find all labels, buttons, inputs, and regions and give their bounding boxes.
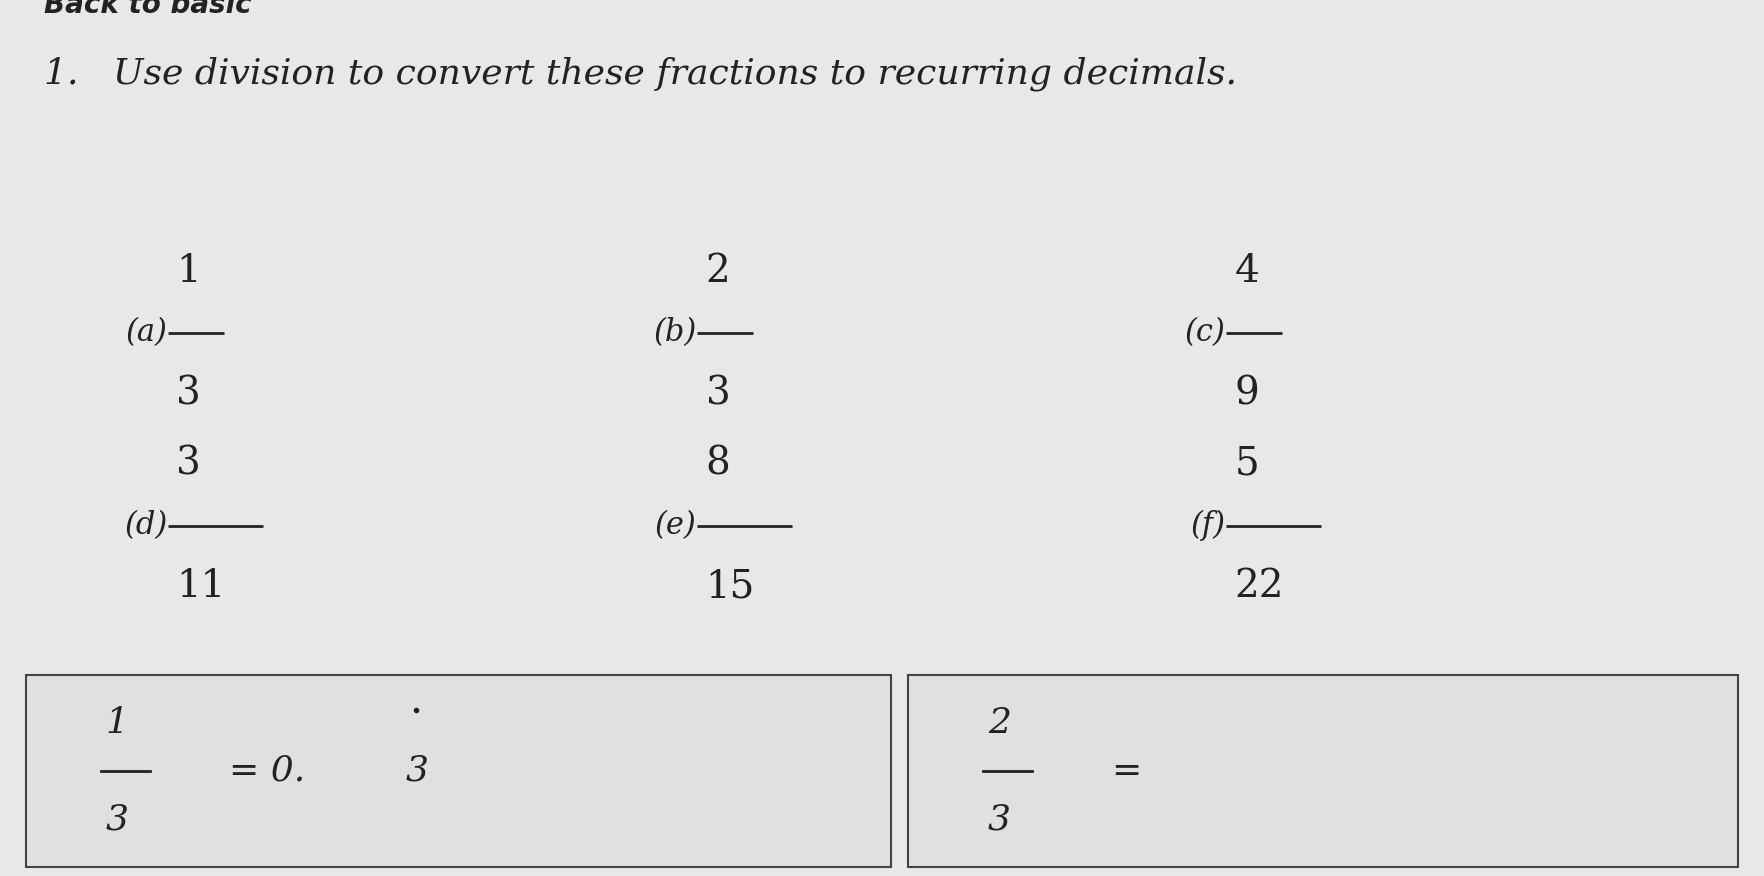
Text: (d): (d) xyxy=(123,510,168,541)
Text: 22: 22 xyxy=(1235,569,1284,605)
Text: 11: 11 xyxy=(176,569,226,605)
Text: 2: 2 xyxy=(988,706,1011,739)
Text: 1: 1 xyxy=(106,706,129,739)
Text: 8: 8 xyxy=(706,446,730,483)
Text: 3: 3 xyxy=(176,446,201,483)
Text: 5: 5 xyxy=(1235,446,1259,483)
Text: 3: 3 xyxy=(406,754,429,788)
Text: 1.   Use division to convert these fractions to recurring decimals.: 1. Use division to convert these fractio… xyxy=(44,57,1237,91)
Text: 3: 3 xyxy=(988,802,1011,836)
Text: 9: 9 xyxy=(1235,376,1259,413)
Text: (a): (a) xyxy=(125,317,168,349)
Text: =: = xyxy=(1111,754,1141,788)
Text: (e): (e) xyxy=(654,510,697,541)
Text: 15: 15 xyxy=(706,569,755,605)
Text: 3: 3 xyxy=(176,376,201,413)
FancyBboxPatch shape xyxy=(908,675,1738,867)
Text: (b): (b) xyxy=(653,317,697,349)
Text: 4: 4 xyxy=(1235,253,1259,290)
Text: 1: 1 xyxy=(176,253,201,290)
Text: (f): (f) xyxy=(1191,510,1226,541)
Text: Back to basic: Back to basic xyxy=(44,0,252,19)
Text: = 0.: = 0. xyxy=(229,754,305,788)
FancyBboxPatch shape xyxy=(26,675,891,867)
Text: 3: 3 xyxy=(706,376,730,413)
Text: 2: 2 xyxy=(706,253,730,290)
Text: 3: 3 xyxy=(106,802,129,836)
Text: (c): (c) xyxy=(1185,317,1226,349)
